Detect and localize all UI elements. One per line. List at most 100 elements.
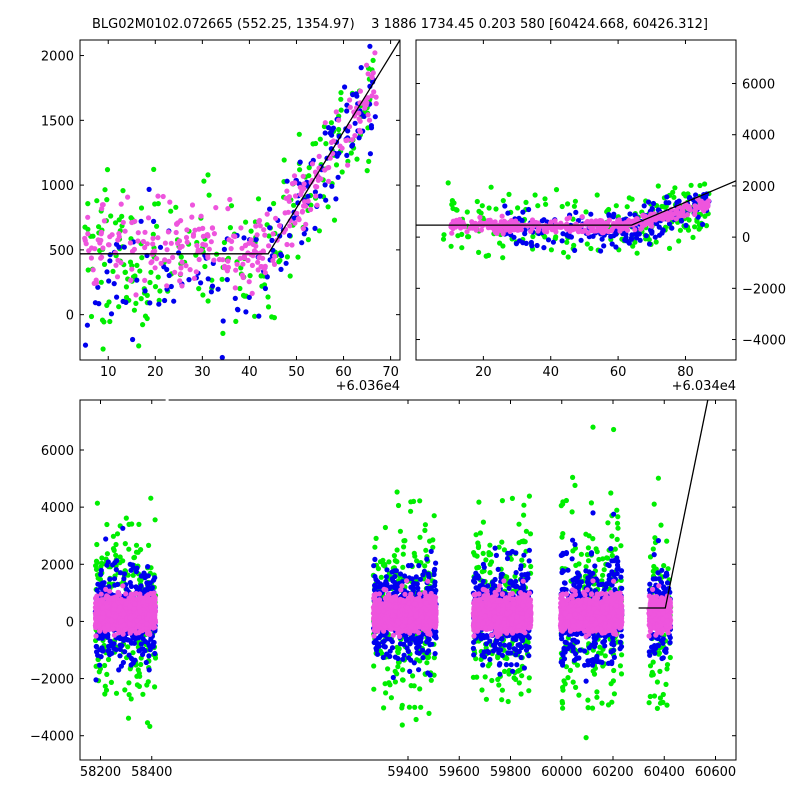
data-point <box>352 120 358 126</box>
data-point <box>694 218 700 224</box>
data-point <box>123 284 129 290</box>
data-point <box>449 230 455 236</box>
data-point <box>606 572 612 579</box>
data-point <box>312 225 318 231</box>
data-point <box>256 219 262 225</box>
data-point <box>384 636 390 642</box>
data-point <box>152 575 158 581</box>
data-point <box>664 662 671 668</box>
data-point <box>145 564 151 570</box>
data-point <box>301 181 307 187</box>
data-point <box>559 534 565 540</box>
data-point <box>127 561 133 567</box>
data-point <box>170 254 176 260</box>
data-point <box>420 647 426 653</box>
data-point <box>171 298 177 304</box>
data-point <box>95 575 101 581</box>
data-point <box>146 667 152 673</box>
data-point <box>371 663 377 669</box>
data-point <box>661 563 667 569</box>
data-point <box>136 521 142 528</box>
data-point <box>504 555 511 562</box>
data-point <box>155 235 161 241</box>
data-point <box>104 302 110 308</box>
data-point <box>128 277 134 283</box>
data-point <box>265 294 271 300</box>
data-point <box>415 585 421 591</box>
data-point <box>474 553 480 559</box>
data-point <box>209 225 216 231</box>
data-point <box>164 266 170 273</box>
data-point <box>609 533 615 539</box>
data-point <box>413 574 419 580</box>
data-point <box>243 219 249 225</box>
data-point <box>482 674 488 680</box>
data-point <box>248 228 254 234</box>
data-point <box>261 227 267 233</box>
data-point <box>225 258 231 264</box>
data-point <box>102 691 108 697</box>
data-point <box>584 241 590 247</box>
data-point <box>401 641 407 648</box>
data-point <box>372 573 378 580</box>
data-point <box>424 556 430 562</box>
y-tick: 6000 <box>416 78 775 93</box>
data-point <box>513 584 519 590</box>
data-point <box>124 586 130 592</box>
data-point <box>497 240 503 246</box>
data-point <box>413 716 419 723</box>
data-point <box>580 228 586 235</box>
x-tick: 50 <box>288 40 305 380</box>
data-point <box>400 656 406 662</box>
data-point <box>660 691 666 698</box>
y-tick-label: 0 <box>742 231 750 246</box>
data-point <box>594 219 600 225</box>
data-point <box>99 254 105 260</box>
data-point <box>578 551 585 557</box>
data-point <box>516 540 522 546</box>
data-point <box>408 657 414 663</box>
data-point <box>480 561 486 568</box>
data-point <box>496 544 502 550</box>
data-point <box>372 114 378 120</box>
data-point <box>309 161 316 167</box>
data-point <box>528 239 535 246</box>
data-point <box>588 245 594 252</box>
data-point <box>611 426 617 433</box>
data-point <box>133 542 140 548</box>
data-point <box>626 240 632 246</box>
data-point <box>563 550 570 556</box>
data-point <box>613 231 619 237</box>
data-point <box>672 185 678 191</box>
data-point <box>655 475 662 481</box>
data-point <box>582 648 588 654</box>
data-point <box>270 257 276 264</box>
data-point <box>618 543 624 549</box>
data-point <box>392 679 398 685</box>
data-point <box>271 261 278 267</box>
data-point <box>187 267 193 273</box>
data-point <box>112 220 119 226</box>
data-point <box>283 260 289 266</box>
data-point <box>93 643 99 650</box>
data-point <box>432 651 438 657</box>
data-point <box>680 209 686 215</box>
data-point <box>140 322 146 328</box>
data-point <box>305 237 311 243</box>
data-point <box>232 285 238 291</box>
data-point <box>125 644 131 650</box>
data-point <box>676 213 682 219</box>
data-point <box>128 640 135 646</box>
data-point <box>162 257 168 263</box>
data-point <box>133 584 139 591</box>
data-point <box>478 227 484 233</box>
data-point <box>480 550 486 557</box>
data-point <box>572 482 578 488</box>
data-point <box>609 558 615 564</box>
data-point <box>663 646 669 652</box>
data-point <box>572 198 579 204</box>
data-point <box>586 533 592 539</box>
y-tick-label: 500 <box>49 244 74 259</box>
data-point <box>395 648 401 655</box>
